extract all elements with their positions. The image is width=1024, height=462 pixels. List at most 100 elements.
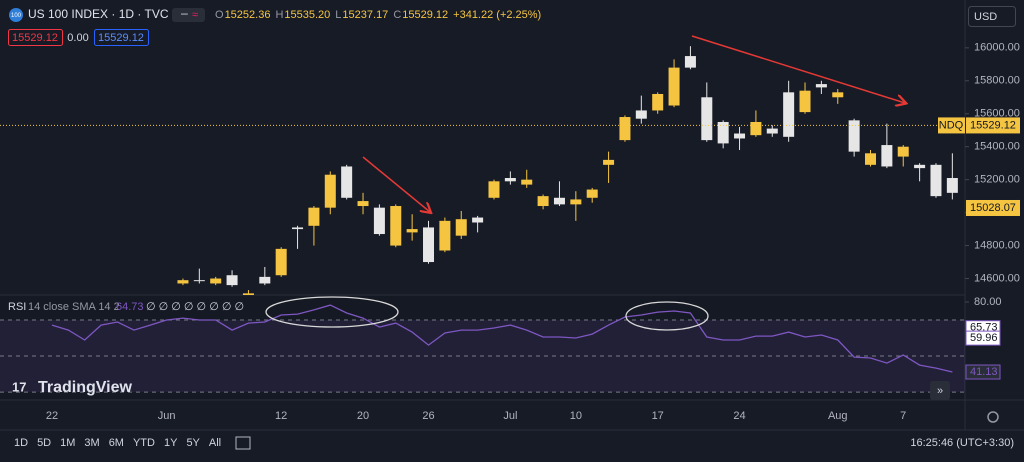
ohlc-label: O [215, 9, 224, 21]
candle-body [242, 293, 254, 295]
x-tick-label: 26 [422, 410, 434, 422]
candle-body [619, 117, 631, 141]
candle-body [865, 153, 876, 165]
rsi-extra: ∅ ∅ ∅ ∅ ∅ ∅ ∅ ∅ [146, 301, 244, 313]
price-line-value: 15529.12 [970, 119, 1016, 131]
rsi-badge [965, 364, 1001, 380]
rsi-line [51, 304, 953, 373]
candle-body [701, 97, 713, 141]
candle-body [652, 93, 664, 111]
x-tick-label: Jun [158, 410, 176, 422]
candle-body [177, 280, 189, 284]
flags-icon: ≈ [192, 9, 198, 21]
candle-body [521, 179, 533, 185]
spread: 0.00 [67, 32, 88, 44]
change-value: +341.22 (+2.25%) [453, 9, 541, 21]
candle-body [439, 220, 451, 251]
x-tick-label: 24 [733, 410, 745, 422]
x-tick-label: 17 [652, 410, 664, 422]
y-tick-label: 80.00 [974, 296, 1002, 308]
symbol-title[interactable]: US 100 INDEX · 1D · TVC [28, 7, 169, 21]
timeframe-button[interactable]: 3M [84, 437, 99, 449]
candle-body [766, 128, 778, 134]
candle-body [946, 178, 958, 193]
candle-body [734, 133, 746, 139]
buy-button[interactable] [94, 29, 149, 46]
candle-body [832, 92, 844, 98]
timeframe-button[interactable]: 1D [14, 437, 28, 449]
candle-body [848, 120, 860, 152]
timeframe-button[interactable]: All [209, 437, 221, 449]
x-tick-label: Jul [503, 410, 517, 422]
candle-body [684, 56, 696, 68]
settings-button[interactable] [987, 411, 999, 423]
sell-button[interactable] [8, 29, 63, 46]
y-tick-label: 15400.00 [974, 141, 1020, 153]
timeframe-button[interactable]: YTD [133, 437, 155, 449]
candle-body [570, 199, 582, 205]
timeframe-button[interactable]: 5Y [186, 437, 200, 449]
ohlc-value: 15529.12 [402, 9, 448, 21]
symbol-logo [9, 8, 23, 22]
candle-body [914, 164, 926, 169]
candle-body [668, 67, 680, 106]
currency-button[interactable] [968, 6, 1016, 27]
ohlc-label: H [275, 9, 283, 21]
timeframe-button[interactable]: 5D [37, 437, 51, 449]
currency: USD [974, 11, 997, 23]
axes: 14600.0014800.0015000.0015200.0015400.00… [46, 42, 1020, 422]
candle-body [537, 196, 549, 207]
flags-button[interactable] [172, 8, 205, 22]
candle-body [259, 276, 271, 284]
timeframes: 1D 5D 1M 3M 6M YTD 1Y 5Y All [14, 437, 221, 449]
ohlc-label: C [393, 9, 401, 21]
rsi-name: RSI [8, 301, 26, 313]
price-badge-label: 15028.07 [970, 202, 1016, 214]
ohlc-value: 15535.20 [284, 9, 330, 21]
candle-body [292, 227, 304, 230]
highlight-ellipse [265, 296, 399, 328]
y-tick-label: 15600.00 [974, 108, 1020, 120]
rsi-plot [0, 304, 965, 393]
candle-body [603, 159, 615, 165]
timeframe-button[interactable]: 6M [109, 437, 124, 449]
candle-body [455, 219, 467, 236]
candle-body [373, 207, 385, 235]
flags-icon: ━ [180, 9, 188, 21]
trend-arrow [362, 156, 430, 212]
buy-price: 15529.12 [98, 32, 144, 44]
candle-body [210, 278, 222, 284]
candle-body [815, 84, 827, 88]
candle-body [717, 121, 729, 144]
candle-body [783, 92, 795, 137]
x-tick-label: Aug [828, 410, 848, 422]
ohlc-value: 15237.17 [342, 9, 388, 21]
scroll-button[interactable] [930, 381, 950, 400]
date-range-icon[interactable] [235, 436, 251, 450]
clock: 16:25:46 (UTC+3:30) [910, 437, 1014, 449]
price-line-tag [938, 117, 965, 134]
price-line-name: NDQ [939, 119, 964, 131]
candle-body [750, 121, 762, 136]
candle-body [324, 174, 336, 208]
x-tick-label: 20 [357, 410, 369, 422]
rsi-badge-label: 59.96 [970, 332, 998, 344]
price-line-badge [966, 117, 1020, 134]
rsi-params: 14 close SMA 14 2 [28, 301, 120, 313]
candle-body [897, 146, 909, 157]
timeframe-button[interactable]: 1M [60, 437, 75, 449]
y-tick-label: 15800.00 [974, 75, 1020, 87]
price-pane [0, 46, 965, 295]
candle-body [357, 201, 369, 207]
sell-price: 15529.12 [12, 32, 58, 44]
candle-body [472, 217, 484, 223]
x-tick-label: 10 [570, 410, 582, 422]
ohlc-value: 15252.36 [225, 9, 271, 21]
trend-arrow [691, 35, 905, 103]
highlight-ellipse [625, 301, 709, 331]
x-tick-label: 22 [46, 410, 58, 422]
ohlc-label: L [335, 9, 341, 21]
timeframe-button[interactable]: 1Y [164, 437, 178, 449]
candle-body [193, 280, 205, 282]
